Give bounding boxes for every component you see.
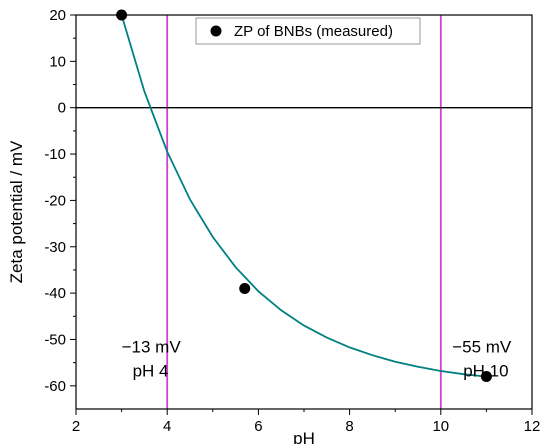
fit-curve-layer (120, 14, 487, 378)
x-tick-label: 10 (432, 418, 449, 435)
legend-box (195, 17, 421, 45)
y-tick-label: 10 (49, 53, 66, 70)
x-tick-label: 12 (524, 418, 541, 435)
annotation-ph: pH 10 (463, 362, 508, 381)
legend-label: ZP of BNBs (measured) (234, 23, 393, 40)
legend-marker (210, 25, 222, 37)
y-tick-label: -50 (44, 331, 66, 348)
y-axis-ticks: 20 10 0 -10 -20 -30 -40 -50 -60 (44, 7, 76, 395)
x-axis-title: pH (293, 429, 315, 444)
y-tick-label: 20 (49, 7, 66, 24)
reference-lines (76, 15, 532, 409)
y-axis-title: Zeta potential / mV (7, 140, 26, 283)
annotations: −13 mV pH 4 −55 mV pH 10 (122, 338, 512, 381)
fit-curve-line (120, 14, 487, 378)
x-axis-ticks: 2 4 6 8 10 12 (72, 409, 541, 435)
y-tick-label: -20 (44, 192, 66, 209)
annotation-ph: pH 4 (133, 362, 169, 381)
data-point (480, 371, 492, 383)
annotation-value: −55 mV (452, 338, 512, 357)
x-tick-label: 8 (345, 418, 353, 435)
y-tick-label: -40 (44, 285, 66, 302)
annotation-value: −13 mV (122, 338, 182, 357)
legend: ZP of BNBs (measured) (195, 17, 421, 45)
y-tick-label: -10 (44, 146, 66, 163)
x-tick-label: 6 (254, 418, 262, 435)
data-point (239, 282, 251, 294)
x-tick-label: 4 (163, 418, 171, 435)
y-tick-label: -30 (44, 239, 66, 256)
y-tick-label: 0 (58, 100, 66, 117)
y-tick-label: -60 (44, 378, 66, 395)
x-tick-label: 2 (72, 418, 80, 435)
